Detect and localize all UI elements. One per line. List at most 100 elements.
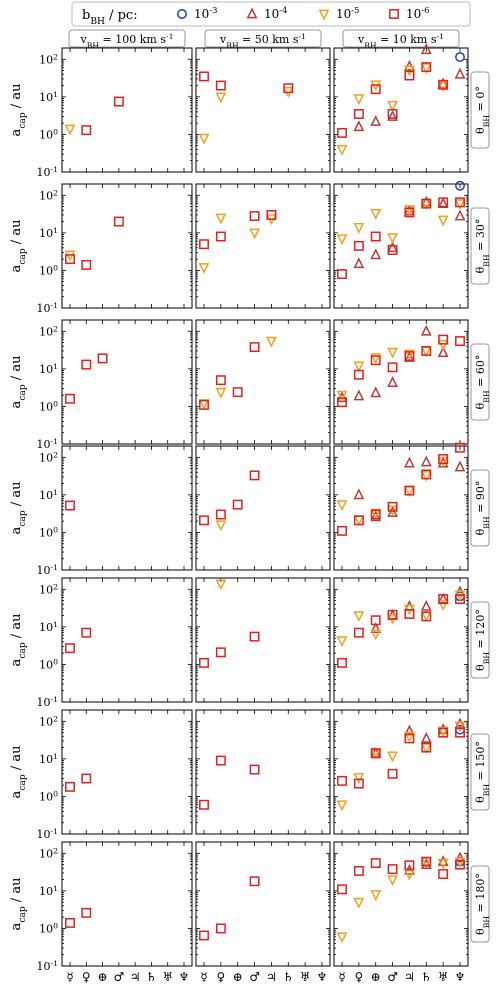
x-tick-label: ♄	[283, 970, 294, 984]
legend-marker	[318, 9, 330, 21]
data-point	[454, 67, 466, 79]
data-point	[387, 241, 398, 253]
data-point	[97, 353, 108, 364]
x-tick-label: ☿	[200, 970, 207, 984]
x-tick-label: ♃	[404, 970, 415, 984]
y-tick-label: 100	[39, 127, 58, 142]
data-point	[437, 215, 449, 227]
data-point	[454, 717, 466, 729]
y-tick-label: 101	[39, 361, 58, 376]
x-tick-label: ♆	[179, 970, 190, 984]
legend-box	[71, 1, 471, 27]
data-point	[353, 515, 364, 526]
panel: 10-1 100 101 102	[37, 183, 193, 315]
y-tick-label: 101	[39, 89, 58, 104]
data-point	[387, 233, 398, 245]
panel-frame	[333, 445, 469, 571]
y-axis-label: acap / au	[9, 220, 28, 273]
y-tick-label: 101	[39, 225, 58, 240]
data-point	[404, 351, 415, 361]
y-tick-label: 10-1	[37, 165, 59, 180]
data-point	[215, 80, 226, 91]
data-point	[65, 500, 75, 511]
data-point	[199, 930, 209, 941]
row-label: θBH = 180°	[474, 873, 491, 935]
data-point	[421, 345, 432, 356]
data-point	[65, 917, 75, 928]
data-point	[454, 209, 466, 221]
panel-frame	[195, 445, 331, 571]
data-point	[353, 109, 364, 119]
data-point	[387, 376, 398, 387]
data-point	[215, 579, 227, 591]
row-label-box	[470, 207, 490, 285]
data-point	[455, 52, 465, 62]
panel-grid: 10-110010110210-110010110210-11001011021…	[37, 43, 469, 984]
data-point	[249, 470, 260, 481]
data-point	[353, 389, 365, 401]
panel	[195, 319, 331, 445]
data-point	[64, 124, 76, 136]
panel	[333, 180, 469, 309]
data-point	[455, 197, 465, 208]
data-point	[370, 629, 382, 641]
y-tick-label: 100	[39, 789, 58, 804]
panel-frame	[61, 47, 193, 173]
y-tick-label: 102	[39, 450, 58, 465]
data-point	[437, 339, 449, 351]
legend-label: 10-6	[406, 5, 429, 21]
y-tick-label: 100	[39, 657, 58, 672]
row-label: θBH = 90°	[474, 481, 491, 536]
column-header-box	[68, 29, 186, 48]
panel-frame	[333, 841, 469, 967]
data-point	[249, 631, 260, 642]
data-point	[65, 643, 75, 654]
x-tick-label: ♂	[387, 970, 398, 984]
panel	[195, 47, 331, 173]
data-point	[370, 858, 381, 869]
y-tick-label: 100	[39, 399, 58, 414]
data-point	[65, 393, 75, 404]
data-point	[454, 460, 466, 472]
row-label-box	[470, 601, 490, 679]
panel: 10-1 100 101 102 ☿ ♀ ⊕ ♂ ♃ ♄ ♅ ♆	[37, 841, 193, 984]
panel	[333, 577, 469, 703]
panel	[195, 183, 331, 309]
panel-frame	[195, 183, 331, 309]
y-axis-label: acap / au	[9, 356, 28, 409]
data-point	[404, 65, 415, 77]
data-point	[438, 594, 449, 605]
x-tick-label: ⊕	[371, 970, 381, 984]
data-point	[113, 216, 124, 227]
data-point	[65, 254, 75, 265]
y-tick-label: 10-1	[37, 959, 59, 974]
y-tick-label: 102	[39, 714, 58, 729]
data-point	[353, 778, 364, 789]
data-point	[404, 869, 415, 881]
y-tick-label: 101	[39, 751, 58, 766]
y-tick-label: 102	[39, 846, 58, 861]
data-point	[387, 245, 398, 255]
y-axis-label: acap / au	[9, 84, 28, 137]
data-point	[199, 399, 209, 410]
x-tick-label: ♅	[438, 970, 449, 984]
data-point	[420, 324, 432, 336]
data-point	[370, 209, 382, 220]
y-tick-label: 102	[39, 582, 58, 597]
data-point	[438, 869, 449, 880]
data-point	[81, 773, 92, 784]
data-point	[336, 800, 348, 812]
data-point	[215, 923, 226, 934]
data-point	[421, 62, 432, 73]
panel: 10-1 100 101 102	[37, 445, 193, 577]
panel-frame	[195, 709, 331, 835]
row-label-box	[470, 733, 490, 811]
data-point	[353, 488, 365, 500]
panel: 10-1 100 101 102	[37, 577, 193, 709]
data-point	[199, 799, 209, 810]
data-point	[113, 96, 124, 107]
data-point	[438, 727, 449, 738]
data-point	[420, 471, 432, 482]
data-point	[81, 907, 92, 918]
data-point	[421, 198, 432, 209]
